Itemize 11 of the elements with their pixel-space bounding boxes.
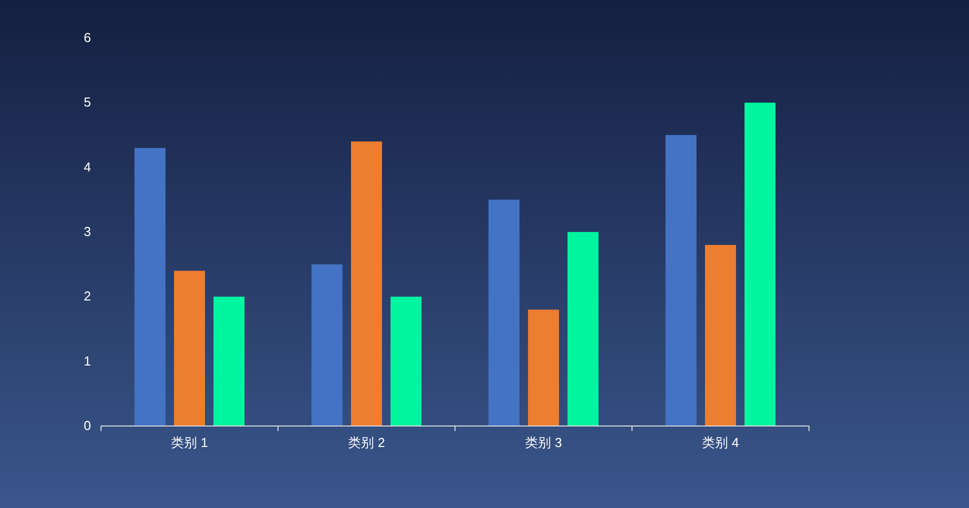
x-tick-label: 类别 2 bbox=[348, 435, 385, 450]
x-tick-label: 类别 3 bbox=[525, 435, 562, 450]
y-tick-label: 1 bbox=[84, 353, 91, 368]
y-tick-label: 0 bbox=[84, 418, 91, 433]
x-tick-label: 类别 1 bbox=[171, 435, 208, 450]
y-tick-label: 6 bbox=[84, 30, 91, 45]
y-tick-label: 2 bbox=[84, 288, 91, 304]
x-tick-label: 类别 4 bbox=[702, 435, 739, 450]
y-tick-label: 5 bbox=[84, 94, 91, 110]
y-tick-label: 4 bbox=[84, 159, 91, 174]
y-tick-label: 3 bbox=[84, 224, 91, 239]
